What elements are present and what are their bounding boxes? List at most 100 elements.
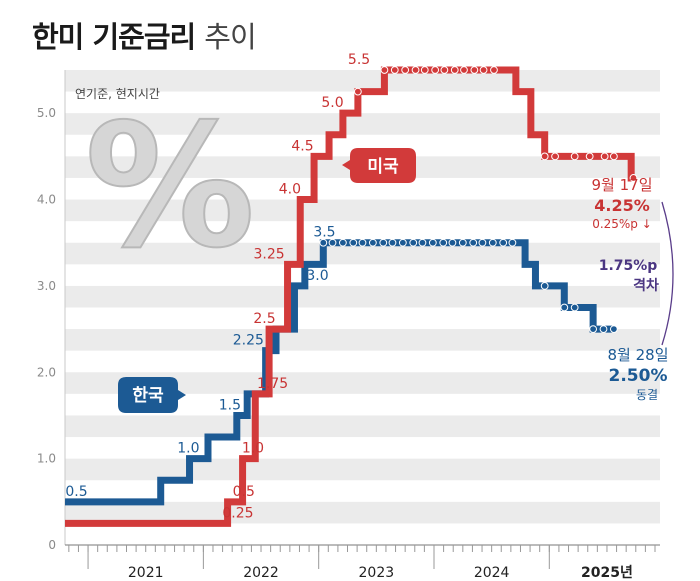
us-tag-shape: [342, 148, 416, 183]
korea-rate-value: 2.50%: [609, 366, 668, 386]
us-rate-point: [629, 174, 638, 182]
grid-band: [65, 242, 660, 265]
korea-rate-point: [388, 238, 397, 247]
us-rate-label: 4.0: [279, 182, 301, 198]
us-rate-point: [431, 66, 440, 74]
us-rate-point: [390, 66, 399, 74]
x-tick-label: 2022: [243, 565, 279, 581]
us-tag-label: 미국: [367, 157, 399, 177]
y-tick-label: 1.0: [37, 452, 56, 466]
korea-rate-point: [439, 238, 448, 247]
us-rate-point: [380, 66, 389, 74]
korea-rate-label: 3.5: [313, 225, 335, 241]
us-rate-point: [570, 152, 579, 161]
us-tag: 미국: [342, 148, 416, 183]
korea-tag: 한국: [118, 377, 186, 413]
x-tick-label: 2024: [474, 565, 510, 581]
y-tick-label: 4.0: [37, 193, 56, 207]
korea-rate-point: [499, 238, 508, 247]
y-tick-label: 3.0: [37, 279, 56, 293]
korea-rate-point: [319, 238, 328, 247]
korea-rate-point: [409, 238, 418, 247]
us-rate-label: 0.5: [233, 484, 255, 500]
us-rate-point: [460, 66, 468, 74]
x-tick-label: 2023: [359, 565, 395, 581]
y-tick-label: 2.0: [37, 365, 56, 379]
korea-tag-shape: [118, 377, 186, 413]
us-rate-point: [401, 66, 410, 74]
korea-rate-point: [328, 238, 337, 247]
grid-band: [65, 285, 660, 308]
percent-badge-icon: %: [85, 88, 255, 286]
us-rate-label: 0.25: [222, 505, 253, 521]
gap-value-label: 1.75%p: [599, 258, 658, 274]
us-change-label: 0.25%p ↓: [592, 217, 652, 231]
korea-rate-label: 1.5: [219, 397, 241, 413]
korea-rate-point: [589, 325, 598, 333]
korea-rate-point: [508, 238, 517, 247]
korea-rate-point: [540, 282, 549, 290]
us-rate-point: [490, 66, 498, 74]
us-rate-point: [540, 152, 549, 161]
korea-rate-label: 0.5: [65, 484, 87, 500]
korea-rate-point: [609, 325, 618, 333]
korea-rate-label: 3.0: [306, 268, 328, 284]
us-rate-value: 4.25%: [594, 196, 650, 215]
us-rate-label: 1.75: [257, 376, 288, 392]
korea-rate-point: [458, 238, 467, 247]
title-main: 한미 기준금리: [32, 20, 196, 54]
korea-rate-point: [448, 238, 457, 247]
us-rate-line: [65, 66, 635, 527]
grid-band: [65, 415, 660, 438]
us-rate-label: 2.5: [253, 311, 275, 327]
korea-rate-point: [418, 238, 427, 247]
korea-rate-point: [478, 238, 487, 247]
korea-rate-point: [358, 238, 367, 247]
korea-tag-label: 한국: [132, 386, 164, 406]
us-rate-label: 1.0: [242, 441, 264, 457]
x-tick-label: 2021: [128, 565, 164, 581]
us-date-label: 9월 17일: [592, 176, 653, 194]
korea-rate-point: [560, 303, 569, 312]
grid-band: [65, 70, 660, 92]
korea-rate-point: [349, 238, 358, 247]
us-rate-point: [420, 66, 429, 74]
korea-date-label: 8월 28일: [608, 346, 669, 364]
us-rate-label: 5.5: [348, 52, 370, 68]
korea-rate-point: [338, 238, 347, 247]
korea-rate-point: [368, 238, 377, 247]
us-rate-point: [450, 66, 459, 74]
axis-note: 연기준, 현지시간: [75, 87, 160, 101]
korea-rate-point: [428, 238, 437, 247]
chart-title: 한미 기준금리 추이: [32, 14, 257, 56]
us-rate-point: [411, 66, 420, 74]
us-rate-point: [600, 152, 609, 161]
korea-rate-point: [599, 325, 608, 333]
us-rate-point: [479, 66, 488, 74]
title-sub: 추이: [204, 20, 256, 54]
y-tick-label: 0: [48, 538, 56, 552]
us-rate-point: [609, 152, 618, 161]
gap-bracket: [661, 201, 674, 346]
us-rate-point: [440, 66, 449, 74]
us-rate-label: 3.25: [254, 246, 285, 262]
gap-label: 격차: [633, 277, 659, 294]
grid-band: [65, 458, 660, 481]
grid-band: [65, 372, 660, 394]
us-rate-point: [470, 66, 479, 74]
x-tick-label: 2025년: [581, 565, 633, 581]
grid-band: [65, 113, 660, 135]
y-tick-label: 5.0: [37, 106, 56, 120]
korea-rate-label: 2.25: [233, 333, 264, 349]
us-rate-label: 5.0: [321, 95, 343, 111]
us-rate-point: [551, 152, 559, 161]
grid-band: [65, 501, 660, 524]
korea-rate-point: [398, 238, 407, 247]
korea-rate-point: [379, 238, 388, 247]
korea-rate-label: 1.0: [177, 441, 199, 457]
grid-band: [65, 199, 660, 222]
grid-band: [65, 329, 660, 351]
us-rate-label: 4.5: [291, 138, 313, 154]
